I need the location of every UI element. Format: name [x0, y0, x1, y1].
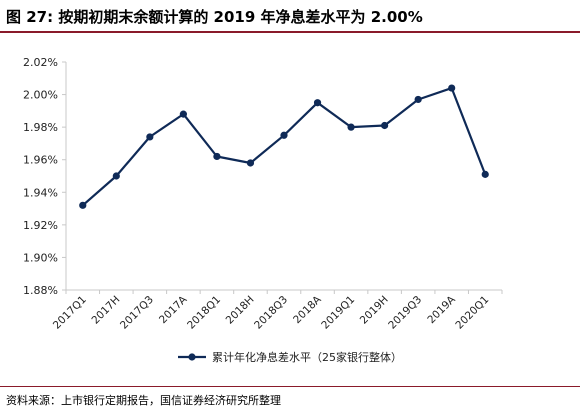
- y-tick-label: 1.92%: [23, 219, 58, 232]
- x-tick-label: 2019Q3: [386, 294, 424, 332]
- source-divider: [0, 386, 580, 387]
- source-note: 资料来源：上市银行定期报告，国信证券经济研究所整理: [6, 394, 281, 407]
- y-tick-label: 1.90%: [23, 251, 58, 264]
- x-tick-label: 2017H: [89, 294, 122, 327]
- x-tick-label: 2017A: [157, 293, 190, 326]
- y-axis: 1.88% 1.90% 1.92% 1.94% 1.96% 1.98% 2.00% 2.02%: [23, 56, 67, 297]
- figure-title-bar: 图 27: 按期初期末余额计算的 2019 年净息差水平为 2.00%: [0, 0, 580, 30]
- data-point: [213, 152, 221, 161]
- x-tick-label: 2018Q3: [252, 294, 290, 332]
- x-tick-label: 2019H: [358, 294, 391, 327]
- series-layer: [79, 84, 489, 209]
- y-tick-label: 2.00%: [23, 89, 58, 102]
- data-point: [347, 123, 355, 131]
- y-tick-label: 1.96%: [23, 154, 58, 167]
- series-line: [82, 86, 487, 207]
- data-point: [280, 131, 288, 139]
- data-point: [112, 172, 120, 180]
- x-tick-label: 2017Q1: [51, 294, 89, 332]
- legend: 累计年化净息差水平（25家银行整体）: [178, 350, 402, 364]
- legend-label: 累计年化净息差水平（25家银行整体）: [212, 350, 402, 364]
- y-tick-label: 1.94%: [23, 186, 58, 199]
- data-point: [381, 121, 389, 130]
- data-point: [448, 84, 456, 92]
- x-tick-label: 2019A: [425, 293, 458, 326]
- data-point: [179, 110, 187, 118]
- figure-title: 图 27: 按期初期末余额计算的 2019 年净息差水平为 2.00%: [6, 8, 423, 26]
- line-chart: 1.88% 1.90% 1.92% 1.94% 1.96% 1.98% 2.00% 2.02%…: [23, 56, 503, 364]
- x-tick-label: 2018Q1: [185, 294, 223, 332]
- data-point: [146, 133, 154, 141]
- x-tick-label: 2017Q3: [118, 294, 156, 332]
- y-tick-label: 1.98%: [23, 121, 58, 134]
- x-tick-label: 2018A: [291, 293, 324, 326]
- y-tick-label: 1.88%: [23, 284, 58, 297]
- y-tick-label: 2.02%: [23, 56, 58, 69]
- x-tick-label: 2018H: [224, 294, 257, 327]
- x-tick-label: 2019Q1: [319, 294, 357, 332]
- legend-marker: [188, 353, 196, 361]
- data-point: [313, 99, 322, 107]
- data-point: [246, 159, 255, 167]
- x-tick-label: 2020Q1: [453, 294, 491, 332]
- data-point: [481, 170, 489, 178]
- data-point: [414, 95, 422, 104]
- title-divider: [0, 31, 580, 33]
- data-point: [79, 201, 87, 209]
